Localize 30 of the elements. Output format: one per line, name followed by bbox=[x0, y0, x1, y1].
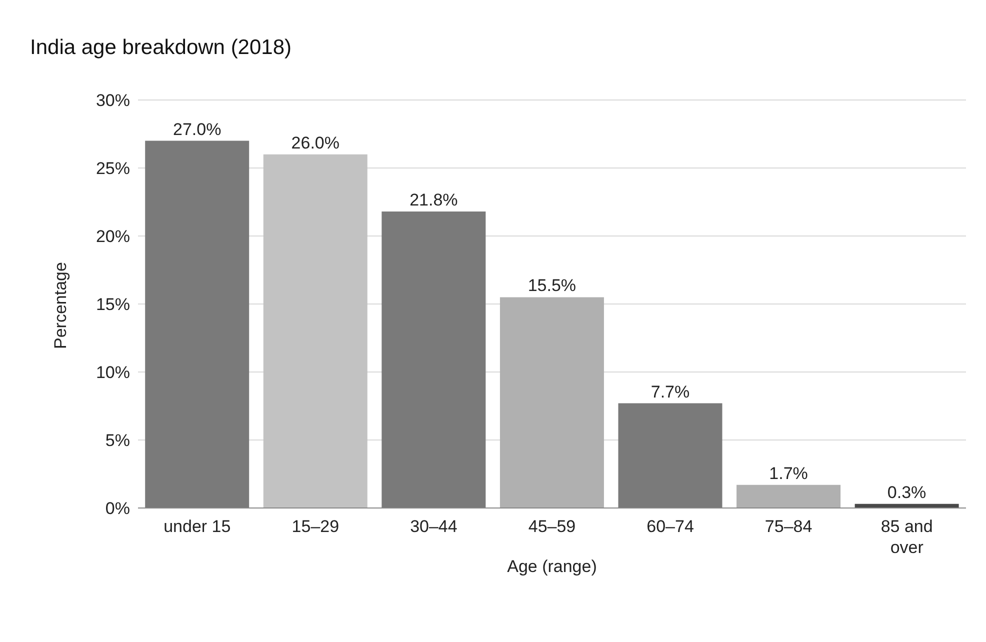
x-tick-label: 45–59 bbox=[528, 517, 576, 536]
y-tick-label: 25% bbox=[96, 159, 130, 178]
x-tick-label: 85 and over bbox=[880, 517, 933, 557]
x-tick-label: 60–74 bbox=[646, 517, 694, 536]
data-label: 21.8% bbox=[410, 190, 458, 210]
data-label: 26.0% bbox=[291, 133, 340, 152]
y-axis-title: Percentage bbox=[51, 262, 70, 349]
data-label: 15.5% bbox=[528, 276, 576, 296]
bar bbox=[500, 297, 604, 508]
bar bbox=[145, 140, 250, 508]
bar bbox=[263, 154, 368, 508]
data-label: 0.3% bbox=[887, 482, 926, 502]
y-tick-label: 10% bbox=[96, 363, 130, 382]
x-tick-label: 30–44 bbox=[410, 517, 458, 536]
chart-title: India age breakdown (2018) bbox=[30, 36, 292, 60]
x-tick-label: 15–29 bbox=[292, 517, 340, 536]
x-tick-label: 75–84 bbox=[764, 517, 812, 536]
bar bbox=[618, 403, 722, 508]
y-tick-label: 20% bbox=[96, 227, 130, 246]
data-label: 1.7% bbox=[769, 464, 808, 483]
y-tick-label: 0% bbox=[105, 499, 130, 518]
data-label: 27.0% bbox=[172, 120, 222, 139]
y-tick-label: 15% bbox=[96, 295, 130, 314]
y-tick-label: 30% bbox=[96, 91, 130, 110]
data-label: 7.7% bbox=[650, 382, 690, 402]
y-tick-label: 5% bbox=[105, 431, 130, 450]
x-tick-label: under 15 bbox=[164, 517, 231, 536]
bar bbox=[382, 212, 486, 508]
x-axis-title: Age (range) bbox=[507, 557, 597, 576]
bar bbox=[736, 484, 841, 508]
